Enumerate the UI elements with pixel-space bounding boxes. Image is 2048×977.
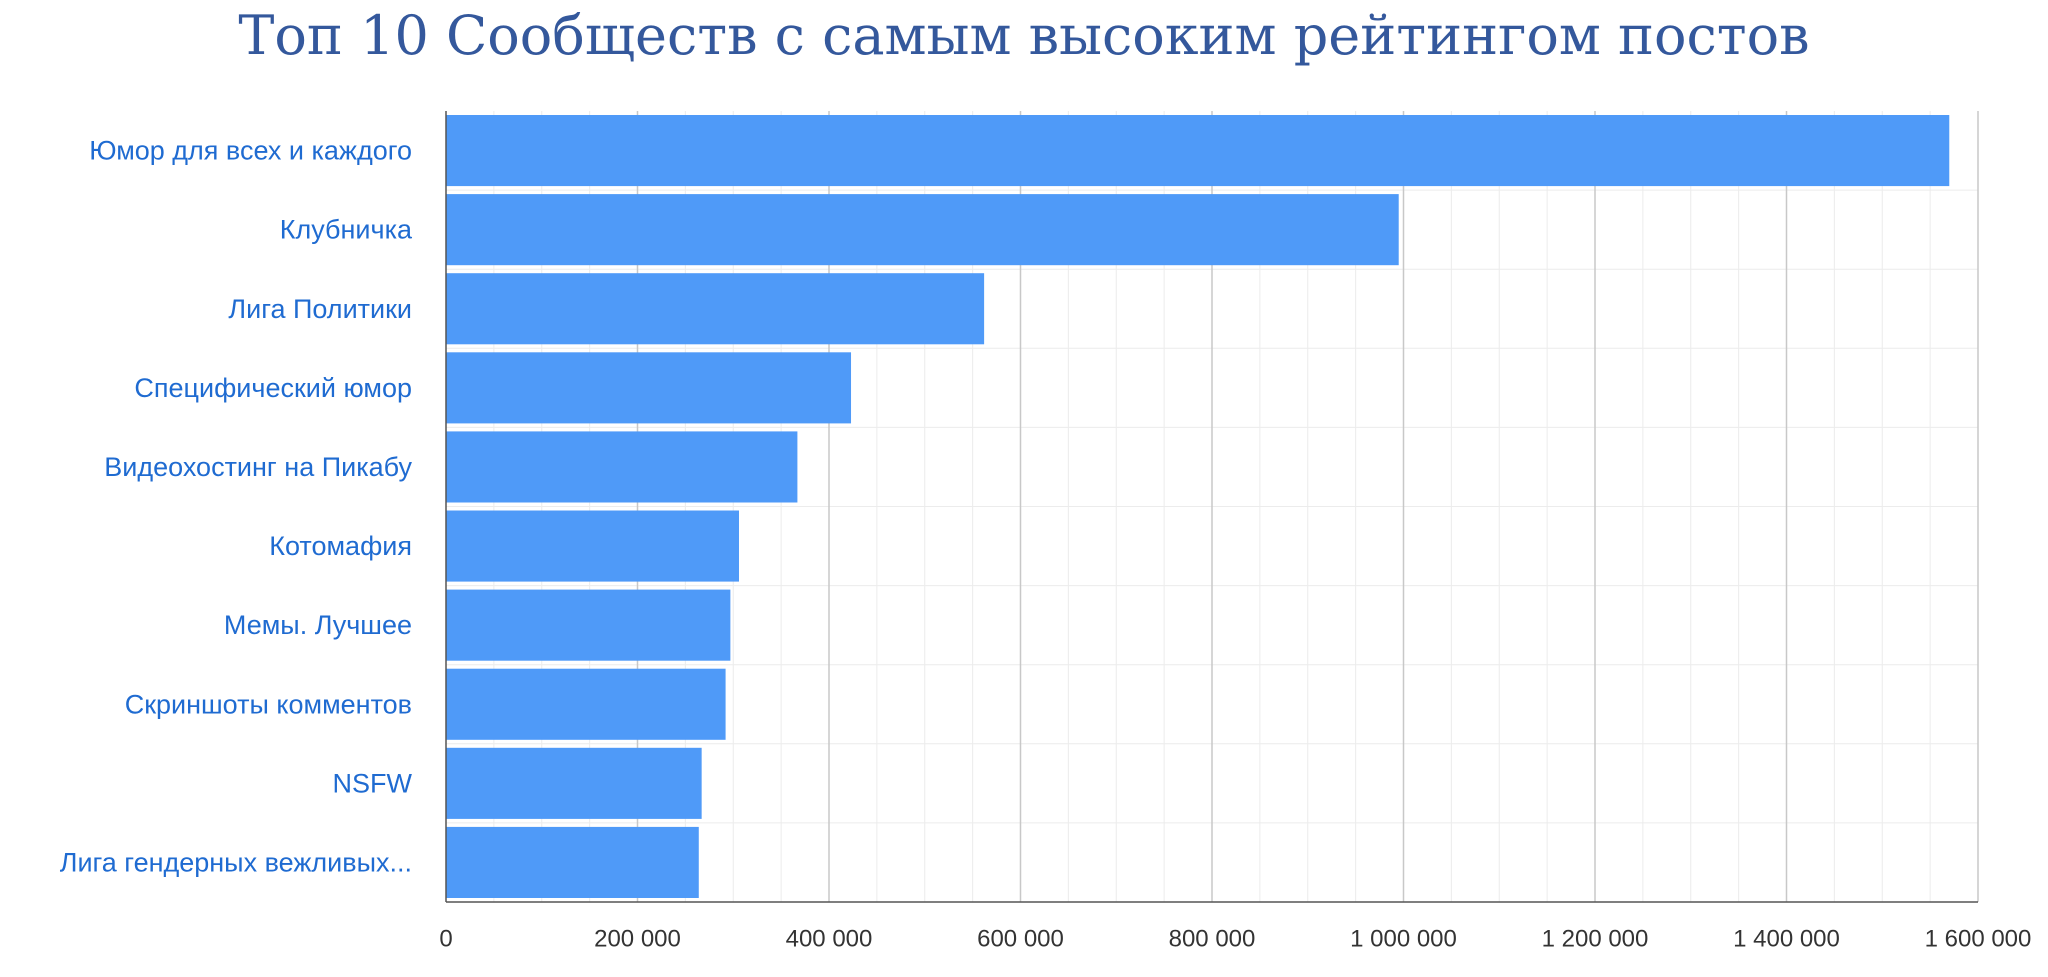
- category-label: Мемы. Лучшее: [224, 610, 412, 640]
- x-tick-label: 1 600 000: [1925, 926, 2032, 953]
- category-label: NSFW: [333, 768, 413, 798]
- x-tick-label: 1 200 000: [1542, 926, 1649, 953]
- bar: [446, 352, 852, 424]
- x-tick-label: 200 000: [594, 926, 681, 953]
- x-tick-label: 600 000: [977, 926, 1064, 953]
- category-label: Клубничка: [280, 215, 413, 245]
- category-label: Лига гендерных вежливых...: [60, 847, 412, 877]
- axes: [445, 111, 1978, 903]
- x-tick-label: 400 000: [786, 926, 873, 953]
- category-label: Лига Политики: [228, 294, 412, 324]
- x-tick-label: 1 000 000: [1350, 926, 1457, 953]
- bar: [446, 826, 699, 898]
- category-label: Юмор для всех и каждого: [89, 136, 412, 166]
- chart-title: Топ 10 Сообществ с самым высоким рейтинг…: [238, 4, 1810, 67]
- x-tick-label: 0: [439, 926, 452, 953]
- bars: [446, 115, 1950, 898]
- category-label: Котомафия: [269, 531, 412, 561]
- bar: [446, 431, 798, 503]
- bar: [446, 668, 726, 740]
- bar: [446, 747, 702, 819]
- category-label: Видеохостинг на Пикабу: [104, 452, 412, 482]
- category-label: Скриншоты комментов: [125, 689, 412, 719]
- x-tick-label: 800 000: [1169, 926, 1256, 953]
- bar: [446, 273, 985, 345]
- category-label: Специфический юмор: [134, 373, 412, 403]
- x-tick-label: 1 400 000: [1733, 926, 1840, 953]
- category-labels: Юмор для всех и каждого Клубничка Лига Пол…: [60, 136, 413, 878]
- bar: [446, 589, 731, 661]
- bar: [446, 194, 1399, 266]
- x-tick-labels: 0 200 000 400 000 600 000 800 000 1 000 000 1 …: [439, 926, 2031, 953]
- bar: [446, 115, 1950, 187]
- bar: [446, 510, 739, 582]
